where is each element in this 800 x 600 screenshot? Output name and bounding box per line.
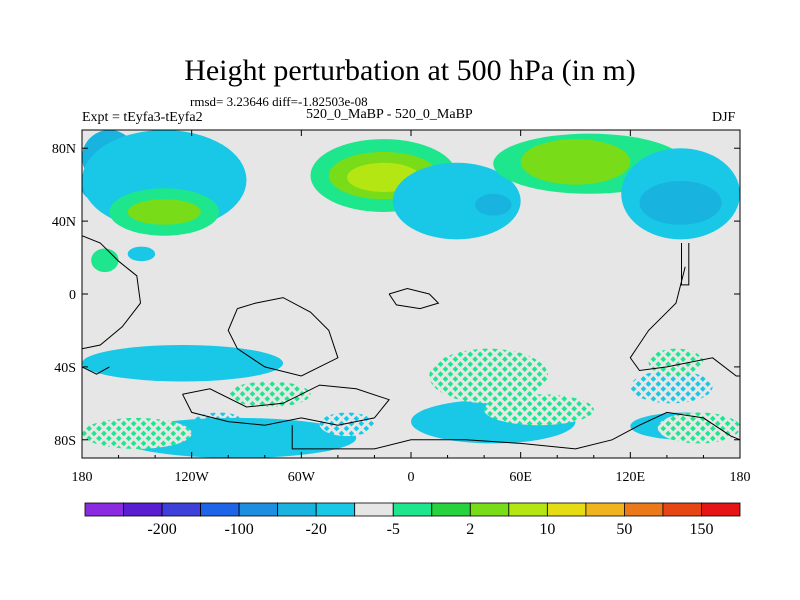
colorbar-box-6: [315, 502, 356, 517]
anomaly-region-9: [474, 193, 512, 216]
y-tick-label: 40N: [52, 215, 76, 230]
anomaly-region-28: [648, 348, 704, 377]
anomaly-region-23: [429, 348, 549, 404]
chart-title: Height perturbation at 500 hPa (in m): [184, 54, 636, 87]
colorbar-box-1: [123, 502, 163, 517]
colorbar-label: 2: [466, 521, 474, 538]
colorbar-label: -200: [147, 521, 176, 538]
anomaly-region-8: [392, 162, 521, 240]
x-tick-label: 120W: [175, 470, 210, 485]
anomaly-region-17: [228, 381, 311, 407]
anomaly-region-16: [82, 345, 284, 382]
coastline-7: [82, 366, 110, 375]
coastline-1: [227, 297, 339, 377]
x-tick-label: 180: [72, 470, 93, 485]
anomaly-region-15: [127, 246, 156, 262]
colorbar-box-15: [662, 502, 702, 517]
colorbar-label: 150: [689, 521, 713, 538]
colorbar-box-5: [277, 502, 317, 517]
anomaly-region-20: [82, 417, 192, 449]
coastline-3: [182, 384, 390, 426]
x-tick-label: 180: [730, 470, 751, 485]
colorbar-box-12: [546, 502, 587, 517]
y-tick-label: 40S: [54, 361, 76, 376]
y-tick-label: 80N: [52, 142, 76, 157]
season-label: DJF: [712, 110, 736, 125]
colorbar-label: -20: [306, 521, 327, 538]
experiment-label: Expt = tEyfa3-tEyfa2: [82, 110, 203, 125]
field-layer: [82, 130, 740, 458]
colorbar-box-3: [200, 502, 240, 517]
period-label: 520_0_MaBP - 520_0_MaBP: [306, 107, 473, 122]
colorbar-box-4: [238, 502, 279, 517]
anomaly-region-21: [319, 412, 375, 437]
colorbar-label: -5: [387, 521, 400, 538]
anomaly-region-14: [91, 248, 119, 273]
colorbar-box-10: [469, 502, 510, 517]
colorbar-box-14: [624, 502, 664, 517]
anomaly-region-11: [520, 139, 631, 185]
anomaly-region-24: [484, 394, 594, 426]
colorbar-label: 50: [616, 521, 632, 538]
colorbar-box-16: [701, 502, 741, 517]
anomaly-region-13: [639, 181, 722, 225]
colorbar-box-8: [392, 502, 433, 517]
anomaly-region-26: [657, 412, 740, 444]
colorbar-label: 10: [539, 521, 555, 538]
x-tick-label: 120E: [616, 470, 646, 485]
y-tick-label: 0: [69, 288, 76, 303]
colorbar-box-7: [354, 502, 394, 517]
stats-line: rmsd= 3.23646 diff=-1.82503e-08: [190, 94, 368, 109]
colorbar-box-9: [431, 502, 471, 517]
coastline-layer: [82, 235, 740, 450]
colorbar-box-2: [161, 502, 201, 517]
colorbar-label: -100: [224, 521, 253, 538]
coastline-2: [388, 287, 440, 310]
colorbar-box-11: [508, 502, 548, 517]
anomaly-region-4: [127, 199, 201, 225]
x-tick-label: 0: [408, 470, 415, 485]
anomaly-region-27: [630, 370, 713, 404]
y-tick-label: 80S: [54, 434, 76, 449]
colorbar: -200 -100 -20 -5 2 10 50 150: [84, 502, 741, 538]
colorbar-box-0: [84, 502, 124, 517]
coastline-0: [82, 235, 142, 350]
x-tick-label: 60E: [509, 470, 532, 485]
coastline-4: [291, 411, 740, 450]
coastline-6: [681, 243, 690, 286]
x-tick-label: 60W: [288, 470, 316, 485]
colorbar-box-13: [585, 502, 625, 517]
coastline-5: [629, 266, 740, 377]
axes: 180 120W 60W 0 60E 120E 180 80N 40N 0 40S 80S: [52, 130, 751, 485]
